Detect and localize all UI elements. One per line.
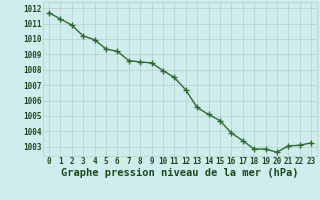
- X-axis label: Graphe pression niveau de la mer (hPa): Graphe pression niveau de la mer (hPa): [61, 168, 299, 178]
